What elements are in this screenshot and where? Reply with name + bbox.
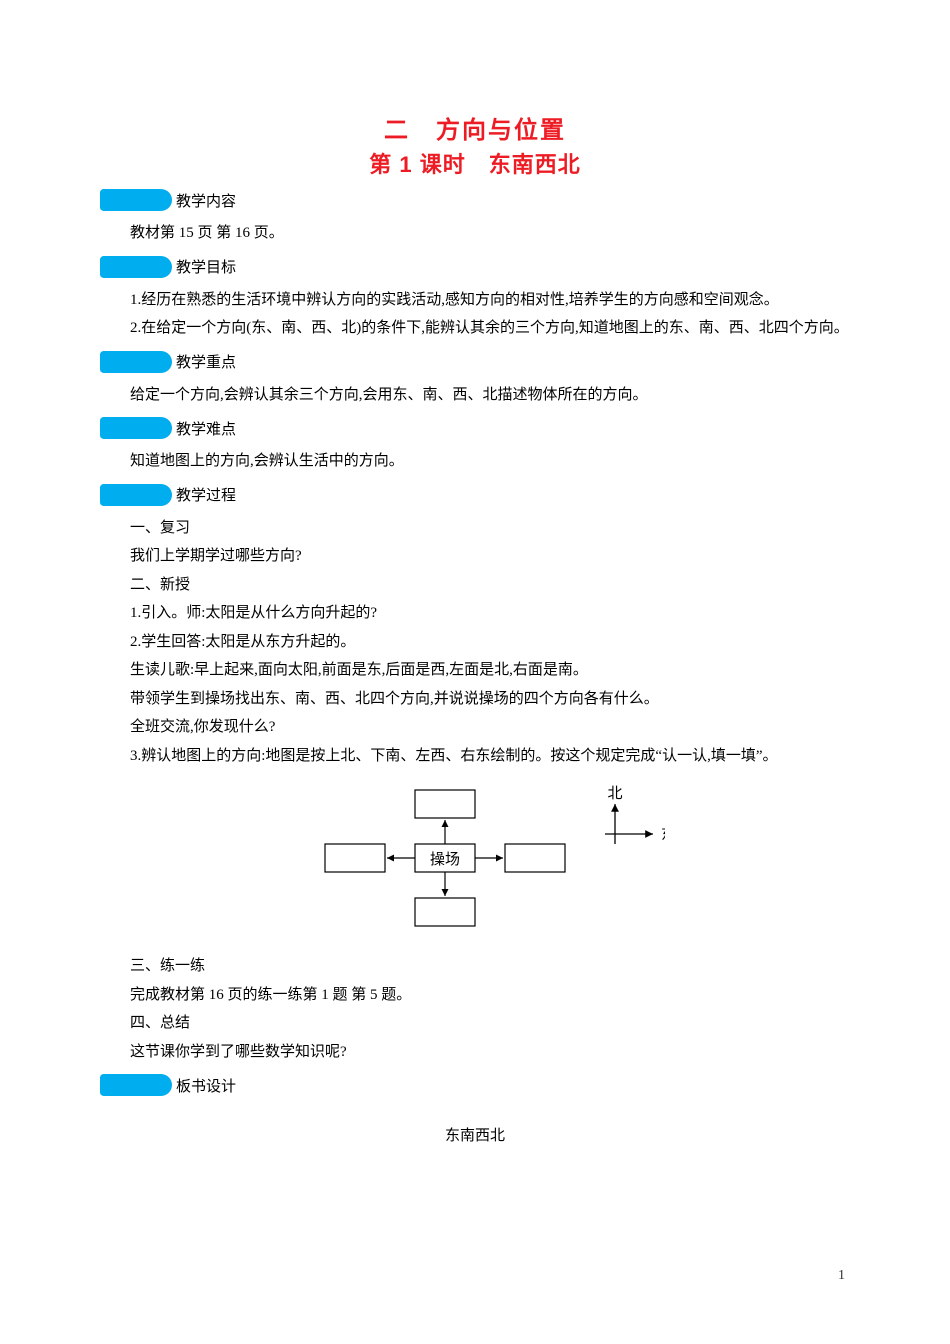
tab-icon: [100, 189, 172, 211]
section-focus: 教学重点: [100, 351, 850, 373]
tab-icon: [100, 1074, 172, 1096]
unit-title: 二 方向与位置: [100, 110, 850, 145]
section-board-label: 板书设计: [176, 1075, 236, 1096]
process-6: 生读儿歌:早上起来,面向太阳,前面是东,后面是西,左面是北,右面是南。: [100, 656, 850, 685]
section-process: 教学过程: [100, 484, 850, 506]
process-13: 这节课你学到了哪些数学知识呢?: [100, 1038, 850, 1067]
process-12: 四、总结: [100, 1009, 850, 1038]
section-content-label: 教学内容: [176, 190, 236, 211]
tab-icon: [100, 256, 172, 278]
tab-icon: [100, 351, 172, 373]
process-3: 二、新授: [100, 571, 850, 600]
tab-icon: [100, 417, 172, 439]
section-content: 教学内容: [100, 189, 850, 211]
section-process-label: 教学过程: [176, 484, 236, 505]
goal-2: 2.在给定一个方向(东、南、西、北)的条件下,能辨认其余的三个方向,知道地图上的…: [100, 314, 850, 343]
tab-icon: [100, 484, 172, 506]
process-5: 2.学生回答:太阳是从东方升起的。: [100, 628, 850, 657]
process-1: 一、复习: [100, 514, 850, 543]
process-9: 3.辨认地图上的方向:地图是按上北、下南、左西、右东绘制的。按这个规定完成“认一…: [100, 742, 850, 771]
section-goal-label: 教学目标: [176, 256, 236, 277]
diff-text: 知道地图上的方向,会辨认生活中的方向。: [100, 447, 850, 476]
goal-1: 1.经历在熟悉的生活环境中辨认方向的实践活动,感知方向的相对性,培养学生的方向感…: [100, 286, 850, 315]
section-board: 板书设计: [100, 1074, 850, 1096]
lesson-title: 第 1 课时 东南西北: [100, 147, 850, 179]
section-diff-label: 教学难点: [176, 418, 236, 439]
process-7: 带领学生到操场找出东、南、西、北四个方向,并说说操场的四个方向各有什么。: [100, 685, 850, 714]
process-8: 全班交流,你发现什么?: [100, 713, 850, 742]
compass-east: 东: [661, 826, 665, 843]
diagram-center: 操场: [430, 851, 460, 868]
content-text: 教材第 15 页 第 16 页。: [100, 219, 850, 248]
compass-north: 北: [607, 785, 622, 802]
process-10: 三、练一练: [100, 952, 850, 981]
direction-diagram: 操场 北 东: [100, 784, 850, 934]
process-2: 我们上学期学过哪些方向?: [100, 542, 850, 571]
board-title: 东南西北: [100, 1124, 850, 1145]
page-number: 1: [838, 1268, 845, 1284]
focus-text: 给定一个方向,会辨认其余三个方向,会用东、南、西、北描述物体所在的方向。: [100, 381, 850, 410]
process-4: 1.引入。师:太阳是从什么方向升起的?: [100, 599, 850, 628]
section-diff: 教学难点: [100, 417, 850, 439]
section-goal: 教学目标: [100, 256, 850, 278]
section-focus-label: 教学重点: [176, 351, 236, 372]
process-11: 完成教材第 16 页的练一练第 1 题 第 5 题。: [100, 981, 850, 1010]
